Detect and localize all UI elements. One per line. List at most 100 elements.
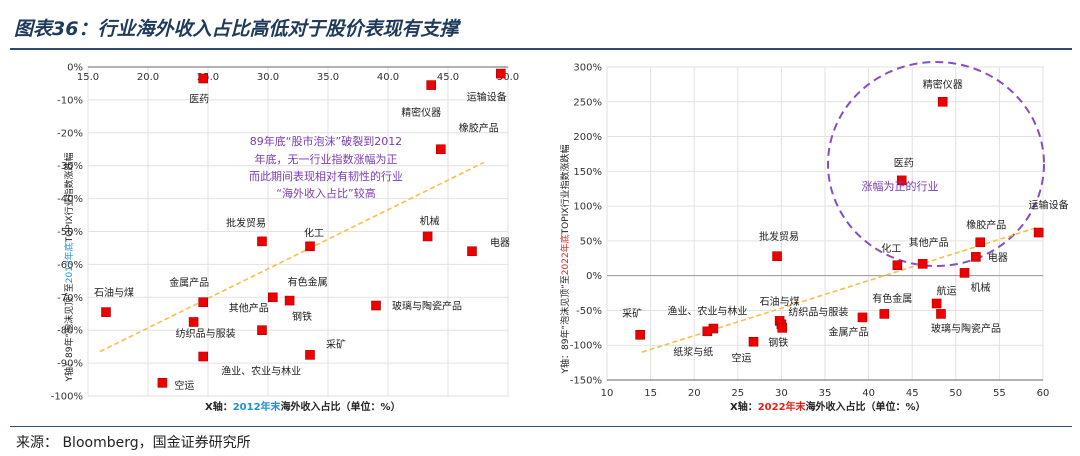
y-tick-label: 100%	[573, 202, 602, 213]
point-e888aae8bf90	[931, 298, 942, 309]
y-tick-label: -50%	[576, 306, 602, 317]
x-tick-label: 20.0	[137, 72, 159, 83]
point-e98787e79fbf	[305, 350, 315, 360]
point-label: 运输设备	[1029, 199, 1069, 212]
point-e69cbae6a2b0	[959, 268, 970, 278]
point-label: 渔业、农业与林业	[667, 305, 747, 318]
point-label: 钢铁	[292, 310, 312, 323]
left-annotation: 89年底“股市泡沫”破裂到2012 年底，无一行业指数涨幅为正而此期间表现相对有韧…	[249, 134, 403, 200]
right-grid	[606, 66, 1044, 381]
left-y-axis-label: Y轴：89年“泡沫见顶”至2012年底TOPIX行业指数涨跌幅	[63, 152, 75, 382]
y-tick-label: 0%	[67, 63, 83, 74]
point-label: 医药	[894, 157, 914, 169]
source-note: 来源： Bloomberg，国金证券研究所	[16, 435, 251, 451]
point-e58cbbe88daf	[896, 175, 907, 186]
point-e6b894e4b89ae38081e5869ce4b89ae4b88ee69e97e4b89a	[198, 351, 208, 362]
point-e79fb3e6b2b9e4b88ee785a4	[101, 307, 111, 317]
point-label: 橡胶产品	[966, 218, 1006, 231]
x-tick-label: 45	[906, 388, 919, 399]
point-label: 石油与煤	[94, 286, 134, 299]
x-tick-label: 40.0	[377, 72, 399, 83]
point-e69c89e889b2e98791e5b19e	[879, 309, 890, 319]
point-e7babae7bb87e59381e4b88ee69c8de8a385	[188, 317, 199, 327]
point-e689b9e58f91e8b4b8e69893	[772, 251, 782, 261]
annotation-line: 年底，无一行业指数涨幅为正	[255, 152, 398, 166]
x-tick-label: 10	[601, 388, 614, 399]
x-tick-label: 30	[775, 388, 788, 399]
point-label: 机械	[971, 281, 991, 294]
left-grid	[87, 66, 509, 397]
point-label: 纸浆与纸	[673, 345, 713, 358]
y-tick-label: -100%	[570, 341, 602, 352]
point-e58c96e5b7a5	[892, 260, 903, 271]
y-tick-label: -80%	[57, 326, 83, 337]
point-e6a9a1e883b6e4baa7e59381	[975, 237, 986, 248]
y-tick-label: -150%	[570, 376, 602, 387]
point-label: 纺织品与服装	[788, 305, 848, 318]
point-e78ebbe79283e4b88ee999b6e793b7e4baa7e59381	[371, 300, 381, 311]
point-e794b5e599a8	[971, 252, 981, 262]
point-label: 橡胶产品	[459, 121, 499, 134]
x-tick-label: 55	[993, 388, 1006, 399]
point-label: 批发贸易	[226, 216, 266, 229]
annotation-line: “海外收入占比”较高	[276, 186, 375, 200]
point-label: 玻璃与陶瓷产品	[931, 322, 1001, 335]
point-label: 玻璃与陶瓷产品	[392, 300, 462, 313]
y-tick-label: 300%	[573, 63, 602, 74]
point-label: 金属产品	[828, 325, 868, 338]
x-tick-label: 25.0	[197, 72, 219, 83]
point-e585b6e4bb96e4baa7e59381	[267, 292, 278, 303]
positive-industries-circle	[827, 61, 1045, 267]
right-annotation: 涨幅为正的行业	[862, 179, 939, 193]
x-tick-label: 20	[688, 388, 701, 399]
figure-title: 图表36：行业海外收入占比高低对于股价表现有支撑	[14, 18, 459, 40]
point-label: 批发贸易	[759, 230, 799, 243]
y-tick-label: -10%	[57, 95, 83, 106]
point-e98791e5b19ee4baa7e59381	[198, 297, 208, 308]
chart-right: 10 15 20 25 30 35 40 45 50 55 60 300% 250% 200% 150% 10…	[559, 61, 1069, 413]
point-e7b2bee5af86e4bbaae599a8	[937, 96, 948, 107]
point-label: 精密仪器	[401, 106, 441, 119]
y-tick-label: -20%	[57, 128, 83, 139]
trend-line	[641, 226, 1039, 353]
point-e7a9bae8bf90	[157, 378, 168, 388]
point-label: 航运	[937, 284, 957, 297]
point-label: 金属产品	[169, 276, 209, 289]
point-label: 精密仪器	[923, 78, 963, 91]
x-tick-label: 50	[949, 388, 962, 399]
charts-canvas: 15.0 20.0 25.0 30.0 35.0 40.0 45.0 50.0 0% -10% -2…	[51, 61, 1069, 413]
point-e992a2e99381	[257, 325, 267, 336]
point-label: 采矿	[622, 307, 642, 320]
point-label: 化工	[881, 242, 901, 255]
point-e69c89e889b2e98791e5b19e	[284, 295, 295, 306]
x-tick-label: 30.0	[257, 72, 279, 83]
y-tick-label: 250%	[573, 97, 602, 108]
right-y-axis-label: Y轴：89年“泡沫见顶”至2022年底TOPIX行业指数涨跌幅	[559, 144, 571, 374]
point-e585b6e4bb96e4baa7e59381	[917, 259, 928, 269]
x-tick-label: 50.0	[497, 72, 519, 83]
point-label: 其他产品	[229, 301, 269, 314]
point-e8bf90e8be93e8aebee5a487	[1033, 227, 1044, 238]
y-tick-label: -100%	[51, 392, 83, 403]
point-e7bab8e6b586e4b88ee7bab8	[702, 326, 713, 337]
y-tick-label: -40%	[57, 194, 83, 205]
point-label: 有色金属	[872, 292, 912, 305]
point-label: 医药	[189, 94, 209, 106]
point-label: 运输设备	[467, 91, 507, 104]
annotation-line: 涨幅为正的行业	[862, 179, 939, 193]
point-e7b2bee5af86e4bbaae599a8	[426, 80, 437, 90]
point-label: 渔业、农业与林业	[221, 365, 301, 378]
point-e794b5e599a8	[467, 246, 477, 257]
x-tick-label: 60	[1037, 388, 1050, 399]
left-x-axis-label: X轴：2012年末海外收入占比（单位：%）	[205, 400, 401, 413]
source-rule	[10, 426, 1072, 427]
annotation-line: 89年底“股市泡沫”破裂到2012	[250, 134, 402, 148]
y-tick-label: 150%	[573, 167, 602, 178]
y-tick-label: -30%	[57, 161, 83, 172]
point-label: 采矿	[326, 338, 346, 351]
point-label: 空运	[174, 379, 194, 392]
point-e6a9a1e883b6e4baa7e59381	[435, 144, 446, 155]
right-x-axis-label: X轴：2022年末海外收入占比（单位：%）	[730, 400, 926, 413]
point-label: 机械	[420, 214, 440, 227]
